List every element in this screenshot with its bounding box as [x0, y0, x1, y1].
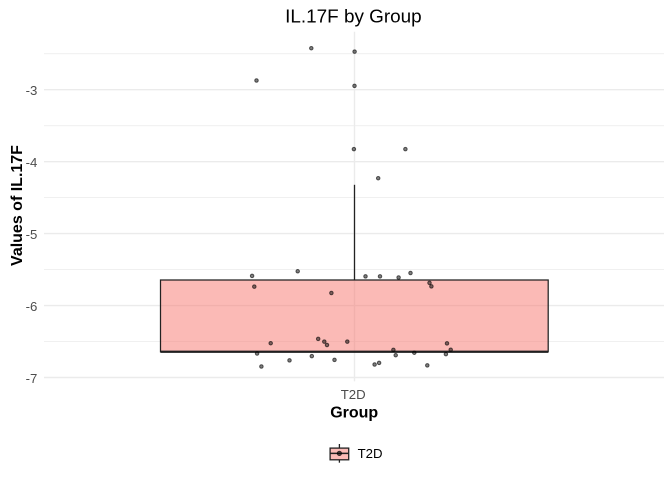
svg-text:-6: -6: [26, 299, 38, 314]
svg-text:IL.17F by Group: IL.17F by Group: [285, 6, 422, 27]
svg-text:T2D: T2D: [358, 446, 383, 461]
svg-text:T2D: T2D: [341, 387, 366, 402]
svg-text:-3: -3: [26, 83, 38, 98]
svg-text:Group: Group: [330, 404, 378, 421]
svg-text:Values of IL.17F: Values of IL.17F: [9, 145, 26, 266]
svg-text:-7: -7: [26, 371, 38, 386]
svg-text:-5: -5: [26, 227, 38, 242]
svg-text:-4: -4: [26, 155, 38, 170]
